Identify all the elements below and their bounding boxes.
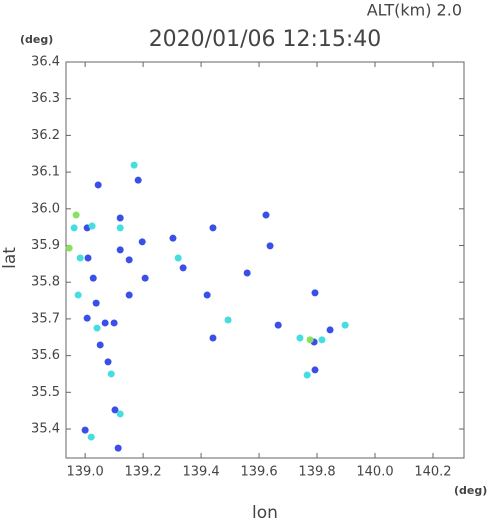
echo-point <box>88 222 96 230</box>
echo-point <box>81 426 89 434</box>
chart-title: 2020/01/06 12:15:40 <box>149 27 382 52</box>
echo-point <box>141 274 149 282</box>
x-tick-label: 139.2 <box>124 465 161 480</box>
echo-point <box>84 254 92 262</box>
x-tick-label: 139.0 <box>67 465 104 480</box>
x-tick-label: 140.0 <box>356 465 393 480</box>
echo-point <box>311 366 319 374</box>
y-tick-label: 36.3 <box>31 91 60 106</box>
echo-point <box>107 370 115 378</box>
plot-frame <box>65 61 465 459</box>
x-tick-label: 139.4 <box>182 465 219 480</box>
echo-point <box>169 234 177 242</box>
echo-point <box>209 334 217 342</box>
echo-point <box>125 256 133 264</box>
echo-point <box>76 254 84 262</box>
y-tick-label: 35.4 <box>31 422 60 437</box>
echo-point <box>306 336 314 344</box>
echo-point <box>94 181 102 189</box>
echo-point <box>116 224 124 232</box>
echo-point <box>125 291 133 299</box>
echo-point <box>101 319 109 327</box>
y-tick-label: 35.8 <box>31 275 60 290</box>
echo-point <box>203 291 211 299</box>
echo-point <box>303 371 311 379</box>
echo-point <box>89 274 97 282</box>
y-tick-label: 36.0 <box>31 201 60 216</box>
echo-point <box>274 321 282 329</box>
echo-point <box>224 316 232 324</box>
echo-point <box>92 299 100 307</box>
echo-point <box>116 214 124 222</box>
y-tick-label: 35.5 <box>31 385 60 400</box>
y-tick-label: 35.6 <box>31 348 60 363</box>
echo-point <box>65 244 73 252</box>
echo-point <box>110 319 118 327</box>
echo-point <box>116 410 124 418</box>
echo-point <box>318 336 326 344</box>
echo-point <box>262 211 270 219</box>
echo-point <box>326 326 334 334</box>
echo-point <box>138 238 146 246</box>
echo-point <box>243 269 251 277</box>
echo-point <box>96 341 104 349</box>
y-tick-label: 36.4 <box>31 55 60 70</box>
echo-point <box>174 254 182 262</box>
y-tick-label: 35.9 <box>31 238 60 253</box>
chart-subtitle: ALT(km) 2.0 <box>367 1 462 20</box>
echo-point <box>74 291 82 299</box>
echo-point <box>134 176 142 184</box>
echo-point <box>83 314 91 322</box>
x-tick-label: 139.6 <box>240 465 277 480</box>
echo-point <box>296 334 304 342</box>
x-unit: (deg) <box>454 484 487 497</box>
y-unit: (deg) <box>20 33 53 46</box>
echo-point <box>93 324 101 332</box>
echo-point <box>70 224 78 232</box>
y-tick-label: 36.1 <box>31 165 60 180</box>
echo-point <box>266 242 274 250</box>
echo-point <box>116 246 124 254</box>
echo-point <box>179 264 187 272</box>
echo-point <box>130 161 138 169</box>
echo-point <box>114 444 122 452</box>
y-axis-label: lat <box>0 247 20 269</box>
y-tick-label: 35.7 <box>31 311 60 326</box>
x-axis-label: lon <box>252 503 278 521</box>
echo-point <box>72 211 80 219</box>
echo-point <box>87 433 95 441</box>
x-tick-label: 139.8 <box>298 465 335 480</box>
echo-point <box>311 289 319 297</box>
x-tick-label: 140.2 <box>414 465 451 480</box>
echo-point <box>209 224 217 232</box>
echo-point <box>104 358 112 366</box>
echo-point <box>111 406 119 414</box>
y-tick-label: 36.2 <box>31 128 60 143</box>
echo-point <box>341 321 349 329</box>
